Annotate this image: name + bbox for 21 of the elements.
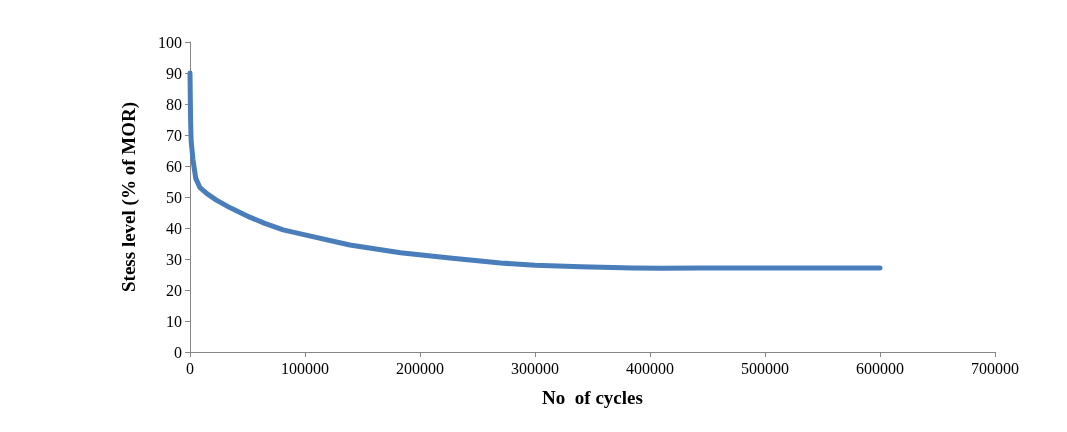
y-tick-label: 30 (166, 250, 182, 268)
y-tick-label: 60 (166, 157, 182, 175)
y-tick-label: 0 (174, 343, 182, 361)
x-tick-label: 500000 (741, 359, 789, 377)
x-tick-label: 700000 (971, 359, 1019, 377)
y-tick-label: 70 (166, 126, 182, 144)
y-tick-label: 50 (166, 188, 182, 206)
y-tick-label: 100 (158, 33, 182, 51)
x-tick-label: 0 (186, 359, 194, 377)
x-tick-label: 100000 (281, 359, 329, 377)
y-tick-label: 40 (166, 219, 182, 237)
x-tick-label: 300000 (511, 359, 559, 377)
y-tick-label: 80 (166, 95, 182, 113)
y-tick-label: 90 (166, 64, 182, 82)
y-axis-title: Stess level (% of MOR) (118, 102, 140, 292)
x-tick-label: 200000 (396, 359, 444, 377)
y-tick-label: 20 (166, 281, 182, 299)
x-tick-label: 600000 (856, 359, 904, 377)
x-tick-label: 400000 (626, 359, 674, 377)
y-tick-label: 10 (166, 312, 182, 330)
x-axis-title: No of cycles (542, 387, 643, 408)
